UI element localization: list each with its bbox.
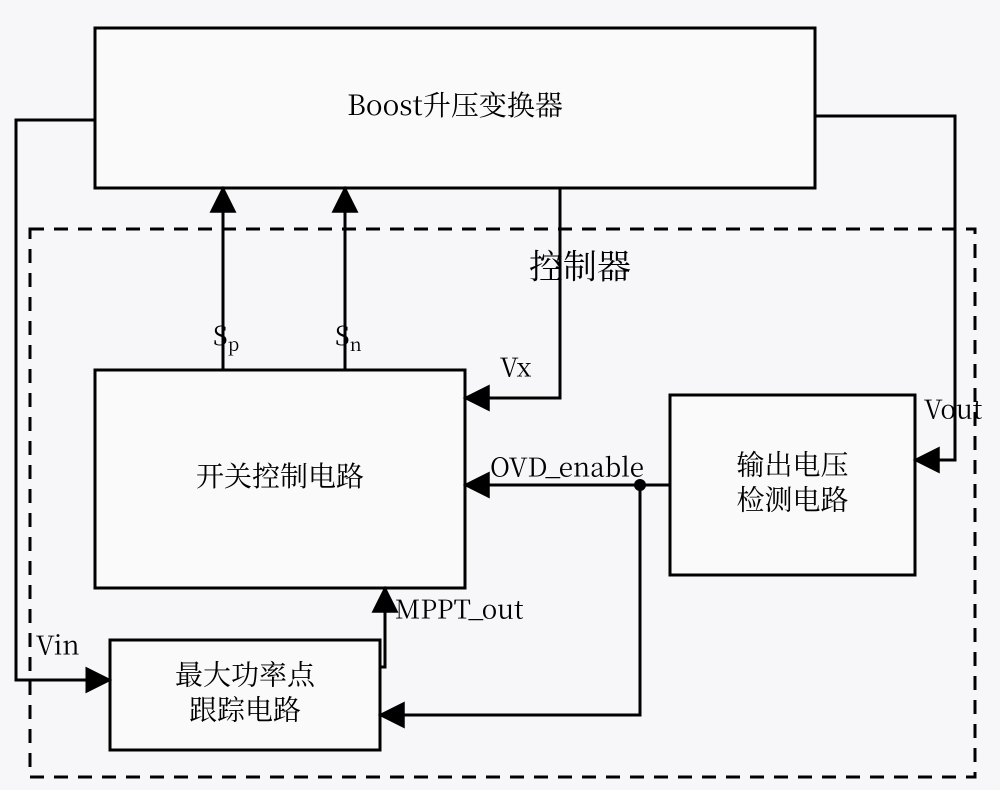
svg-text:Boost升压变换器: Boost升压变换器 xyxy=(347,84,563,124)
svg-text:检测电路: 检测电路 xyxy=(736,479,848,519)
controller-title: 控制器 xyxy=(529,240,631,289)
svg-text:开关控制电路: 开关控制电路 xyxy=(196,455,364,495)
svg-text:Vx: Vx xyxy=(500,348,532,385)
svg-text:OVD_enable: OVD_enable xyxy=(490,448,644,485)
mppt-block: 最大功率点跟踪电路 xyxy=(110,640,380,750)
svg-text:Vin: Vin xyxy=(36,626,80,663)
svg-text:最大功率点: 最大功率点 xyxy=(175,654,316,694)
svg-text:Sp: Sp xyxy=(213,316,239,357)
svg-text:输出电压: 输出电压 xyxy=(736,444,848,484)
svg-text:MPPT_out: MPPT_out xyxy=(395,590,524,627)
boost-converter-block: Boost升压变换器 xyxy=(95,28,815,188)
svg-text:跟踪电路: 跟踪电路 xyxy=(189,689,301,729)
switch-control-block: 开关控制电路 xyxy=(95,370,465,588)
output-voltage-detect-block: 输出电压检测电路 xyxy=(670,395,915,575)
svg-text:Sn: Sn xyxy=(335,316,362,357)
svg-text:Vout: Vout xyxy=(924,390,983,427)
